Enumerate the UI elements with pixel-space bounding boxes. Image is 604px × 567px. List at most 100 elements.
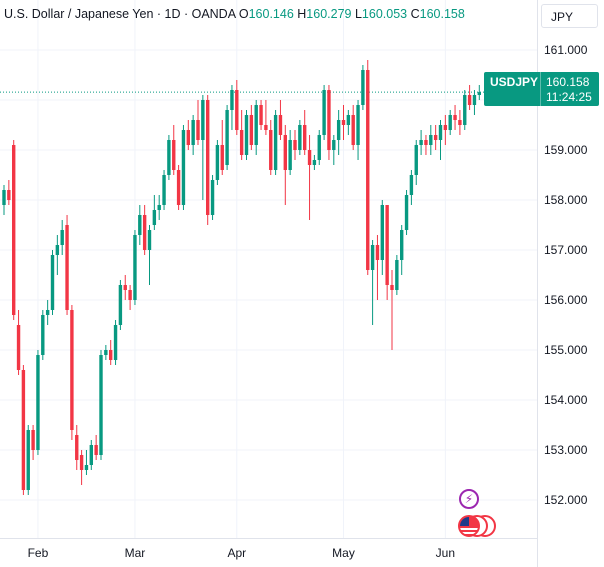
y-tick-label: 154.000 xyxy=(544,393,588,407)
y-tick-label: 155.000 xyxy=(544,343,588,357)
us-flag-icon[interactable] xyxy=(458,515,498,539)
candle-body xyxy=(104,350,108,355)
candle xyxy=(113,320,118,365)
candle-body xyxy=(36,355,40,450)
candle xyxy=(12,140,16,320)
candle xyxy=(293,130,297,160)
candle-body xyxy=(288,140,292,170)
candle-body xyxy=(41,315,45,355)
candle-body xyxy=(259,105,263,125)
candle xyxy=(312,155,317,170)
time-axis[interactable]: Feb Mar Apr May Jun xyxy=(28,546,455,560)
candle xyxy=(109,340,113,365)
currency-button[interactable]: JPY xyxy=(541,4,598,28)
candle-body xyxy=(123,285,127,290)
candle-body xyxy=(196,120,200,140)
candle-body xyxy=(239,130,244,155)
candle xyxy=(157,195,161,220)
candle xyxy=(16,310,21,375)
candle xyxy=(273,110,278,175)
candle-body xyxy=(254,105,258,145)
candle-body xyxy=(167,140,171,175)
candle-body xyxy=(249,115,254,145)
candle-body xyxy=(467,95,472,105)
candle xyxy=(128,285,132,310)
candle-body xyxy=(414,145,418,175)
candle xyxy=(409,170,414,205)
candle-body xyxy=(303,125,307,150)
candle-body xyxy=(370,245,375,270)
candle-body xyxy=(21,370,26,490)
candle-body xyxy=(84,465,89,470)
candle xyxy=(123,275,127,300)
candle xyxy=(472,90,477,115)
candle xyxy=(327,85,331,160)
candle-body xyxy=(45,310,50,315)
candle-body xyxy=(191,120,195,145)
candle xyxy=(259,100,263,130)
candle xyxy=(31,425,35,460)
candle xyxy=(424,135,428,155)
candle-body xyxy=(60,230,64,245)
candle-body xyxy=(346,115,351,125)
x-tick-label: Apr xyxy=(227,546,246,560)
candle xyxy=(351,105,355,150)
x-tick-label: Feb xyxy=(28,546,49,560)
x-tick-label: Jun xyxy=(436,546,455,560)
candle-body xyxy=(477,92,481,95)
candle xyxy=(404,190,409,235)
candle-body xyxy=(463,95,467,125)
candle-body xyxy=(278,115,283,135)
x-tick-label: May xyxy=(332,546,355,560)
candle xyxy=(390,270,394,350)
y-tick-label: 161.000 xyxy=(544,43,588,57)
lightning-bolt-icon[interactable]: ⚡ xyxy=(459,489,479,509)
low-value: 160.053 xyxy=(361,7,408,21)
candle xyxy=(201,95,205,200)
candle xyxy=(346,110,351,135)
candle-body xyxy=(16,325,21,370)
candle xyxy=(75,425,79,470)
candle xyxy=(322,85,326,140)
candle-body xyxy=(2,190,6,205)
candle-body xyxy=(409,175,414,195)
candle-body xyxy=(99,355,103,455)
candle-body xyxy=(94,445,98,455)
candle xyxy=(235,80,239,135)
candle-body xyxy=(65,225,69,310)
y-tick-label: 159.000 xyxy=(544,143,588,157)
candle xyxy=(278,100,283,140)
y-tick-label: 152.000 xyxy=(544,493,588,507)
candle xyxy=(356,100,360,160)
candle xyxy=(142,205,147,255)
candle-body xyxy=(75,435,79,460)
candle xyxy=(138,205,142,245)
candle-body xyxy=(380,205,384,260)
candle xyxy=(133,230,137,305)
price-tag-countdown: 11:24:25 xyxy=(546,90,592,104)
chart-legend: U.S. Dollar / Japanese Yen · 1D · OANDA … xyxy=(4,7,465,21)
candle-body xyxy=(336,120,341,140)
last-price-tag: USDJPY 160.158 11:24:25 xyxy=(484,72,599,106)
x-tick-label: Mar xyxy=(125,546,146,560)
candle xyxy=(380,200,384,275)
candle xyxy=(7,180,11,205)
price-axis[interactable]: 152.000 153.000 154.000 155.000 156.000 157.0… xyxy=(544,43,588,507)
candle-body xyxy=(235,90,239,130)
candle xyxy=(99,350,103,460)
candle xyxy=(206,95,210,225)
candle-body xyxy=(375,245,380,260)
candle xyxy=(94,435,98,460)
candle xyxy=(361,65,365,110)
candle-body xyxy=(361,70,365,105)
candle-body xyxy=(443,125,448,130)
candle xyxy=(172,125,176,175)
candle xyxy=(239,110,244,160)
candle-body xyxy=(113,325,118,360)
candle xyxy=(167,135,171,180)
grid-lines xyxy=(0,0,537,538)
candle xyxy=(104,345,108,360)
candle xyxy=(176,165,181,210)
candle-body xyxy=(385,205,389,285)
